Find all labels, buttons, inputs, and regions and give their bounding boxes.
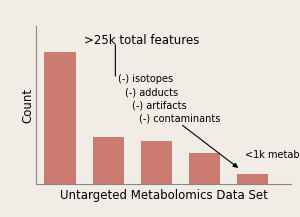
Text: (-) artifacts: (-) artifacts bbox=[132, 100, 187, 110]
X-axis label: Untargeted Metabolomics Data Set: Untargeted Metabolomics Data Set bbox=[60, 189, 267, 202]
Y-axis label: Count: Count bbox=[22, 88, 34, 123]
Text: (-) adducts: (-) adducts bbox=[125, 87, 178, 97]
Text: (-) isotopes: (-) isotopes bbox=[118, 74, 173, 84]
Text: >25k total features: >25k total features bbox=[84, 34, 200, 47]
Bar bbox=[141, 141, 172, 184]
Text: (-) contaminants: (-) contaminants bbox=[140, 113, 221, 123]
Bar bbox=[189, 153, 220, 184]
Bar bbox=[92, 137, 124, 184]
Text: <1k metabolites: <1k metabolites bbox=[245, 150, 300, 160]
Bar bbox=[44, 53, 76, 184]
Bar bbox=[237, 174, 268, 184]
